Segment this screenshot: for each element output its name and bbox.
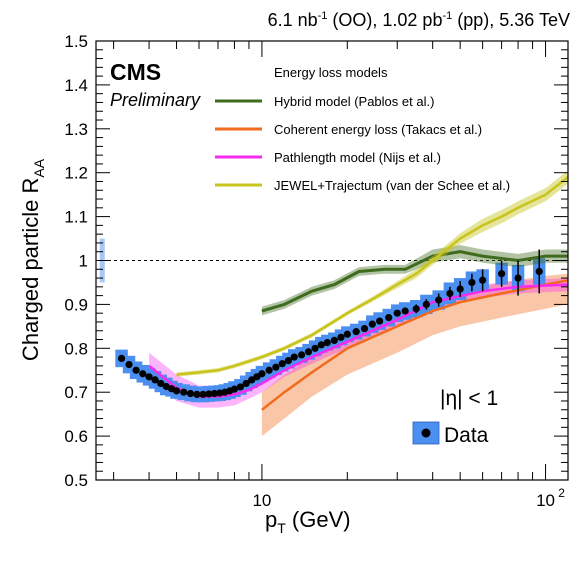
data-point <box>205 390 213 398</box>
data-point <box>514 274 522 282</box>
legend-title: Energy loss models <box>274 65 388 80</box>
data-point <box>446 289 454 298</box>
hybrid-band <box>261 245 568 316</box>
data-point <box>297 351 306 359</box>
plot-area <box>96 170 569 437</box>
legend-label-pathlength: Pathlength model (Nijs et al.) <box>274 150 441 165</box>
data-point <box>230 385 239 393</box>
data-legend-marker <box>421 428 431 438</box>
x-tick-label: 10 <box>536 491 555 510</box>
luminosity-header: 6.1 nb-1 (OO), 1.02 pb-1 (pp), 5.36 TeV <box>268 10 570 30</box>
data-point <box>360 324 369 333</box>
data-point <box>125 360 133 369</box>
data-point <box>157 379 165 388</box>
coherent-line <box>261 279 569 411</box>
data-point <box>498 270 506 278</box>
data-point <box>199 390 207 398</box>
data-point <box>248 376 256 384</box>
data-point <box>193 390 201 398</box>
y-tick-label: 0.8 <box>64 339 88 358</box>
y-tick-label: 0.9 <box>64 295 88 314</box>
data-point <box>385 313 393 322</box>
y-tick-label: 1.1 <box>64 208 88 227</box>
data-point <box>468 278 476 287</box>
y-tick-label: 1 <box>79 252 88 271</box>
data-point <box>337 333 345 341</box>
data-point <box>304 348 313 356</box>
data-point <box>311 344 319 352</box>
y-tick-label: 0.7 <box>64 383 88 402</box>
data-point <box>117 354 126 362</box>
data-point <box>352 328 360 336</box>
x-axis-title: pT (GeV) <box>265 507 351 536</box>
y-tick-label: 1.3 <box>64 120 88 139</box>
data-point <box>145 373 153 381</box>
legend-label-coherent: Coherent energy loss (Takacs et al.) <box>274 122 482 137</box>
axes: 0.50.60.70.80.911.11.21.31.41.510 10 2 <box>64 32 568 510</box>
data-point <box>180 388 188 396</box>
y-tick-label: 0.5 <box>64 471 88 490</box>
eta-range-label: |η| < 1 <box>440 387 498 410</box>
data-point <box>412 305 420 313</box>
legend: Energy loss models Hybrid model (Pablos … <box>215 65 510 193</box>
data-point <box>290 353 298 361</box>
y-tick-label: 0.6 <box>64 427 88 446</box>
data-point <box>376 317 384 325</box>
data-point <box>330 336 338 344</box>
y-tick-label: 1.2 <box>64 164 88 183</box>
data-point <box>265 366 273 374</box>
data-point <box>343 330 351 338</box>
data-point <box>139 370 147 378</box>
x-tick-label-exponent: 2 <box>558 486 565 500</box>
data-point <box>186 389 195 398</box>
preliminary-label: Preliminary <box>110 90 201 110</box>
data-point <box>535 267 543 276</box>
cms-label: CMS <box>110 59 161 85</box>
data-point <box>401 307 409 315</box>
data-point <box>242 379 250 388</box>
legend-label-hybrid: Hybrid model (Pablos et al.) <box>274 94 434 109</box>
data-point <box>435 296 443 304</box>
data-point <box>151 376 159 384</box>
data-point <box>258 370 266 378</box>
data-point <box>172 387 181 395</box>
data-point <box>272 363 280 371</box>
data-point <box>317 341 325 349</box>
data-point <box>236 383 245 391</box>
data-point <box>456 285 464 293</box>
y-axis-title: Charged particle RAA <box>18 158 47 361</box>
data-legend-label: Data <box>444 424 489 447</box>
data-point <box>278 360 286 368</box>
data-point <box>368 320 376 328</box>
data-point <box>422 300 430 308</box>
data-point <box>132 366 140 374</box>
x-tick-label: 10 <box>252 491 271 510</box>
data-point <box>479 276 487 284</box>
legend-label-jewel: JEWEL+Trajectum (van der Schee et al.) <box>274 178 510 193</box>
jewel-line <box>176 176 569 376</box>
coherent-band <box>261 273 568 437</box>
data-point <box>284 356 293 365</box>
data-point <box>393 309 401 317</box>
y-tick-label: 1.5 <box>64 32 88 51</box>
data-point <box>210 389 219 398</box>
data-point <box>323 338 331 347</box>
y-tick-label: 1.4 <box>64 76 88 95</box>
